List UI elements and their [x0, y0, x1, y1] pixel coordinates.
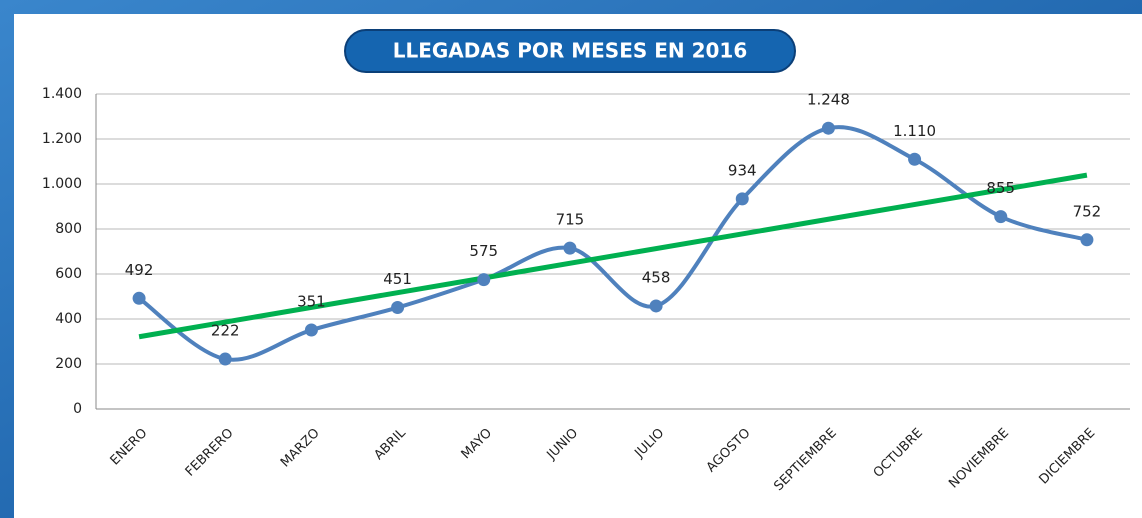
data-point [391, 301, 405, 315]
title-pill [344, 29, 796, 73]
data-point [735, 192, 749, 206]
data-point [132, 291, 146, 305]
y-tick-label: 200 [55, 356, 82, 372]
data-label: 222 [211, 322, 240, 340]
chart-panel [14, 14, 1142, 518]
data-label: 458 [642, 268, 671, 286]
data-point [218, 352, 232, 366]
data-label: 855 [986, 179, 1015, 197]
data-point [994, 210, 1008, 224]
y-tick-label: 800 [55, 221, 82, 237]
y-tick-label: 1.000 [42, 176, 82, 192]
y-tick-label: 400 [55, 311, 82, 327]
data-point [821, 121, 835, 135]
y-tick-label: 0 [73, 401, 82, 417]
y-tick-label: 600 [55, 266, 82, 282]
data-point [649, 299, 663, 313]
data-label: 492 [125, 261, 154, 279]
chart-title: LLEGADAS POR MESES EN 2016 [393, 39, 748, 63]
data-point [1080, 233, 1094, 247]
data-point [304, 323, 318, 337]
data-label: 1.110 [893, 122, 936, 140]
trend-line [138, 172, 1088, 340]
y-tick-label: 1.200 [42, 131, 82, 147]
data-point [563, 241, 577, 255]
data-label: 1.248 [807, 91, 850, 109]
data-point [477, 273, 491, 287]
data-label: 451 [383, 270, 412, 288]
data-label: 934 [728, 161, 757, 179]
y-tick-label: 1.400 [42, 86, 82, 102]
data-label: 575 [469, 242, 498, 260]
data-label: 351 [297, 293, 326, 311]
data-point [908, 152, 922, 166]
data-label: 715 [556, 211, 585, 229]
data-label: 752 [1073, 202, 1102, 220]
